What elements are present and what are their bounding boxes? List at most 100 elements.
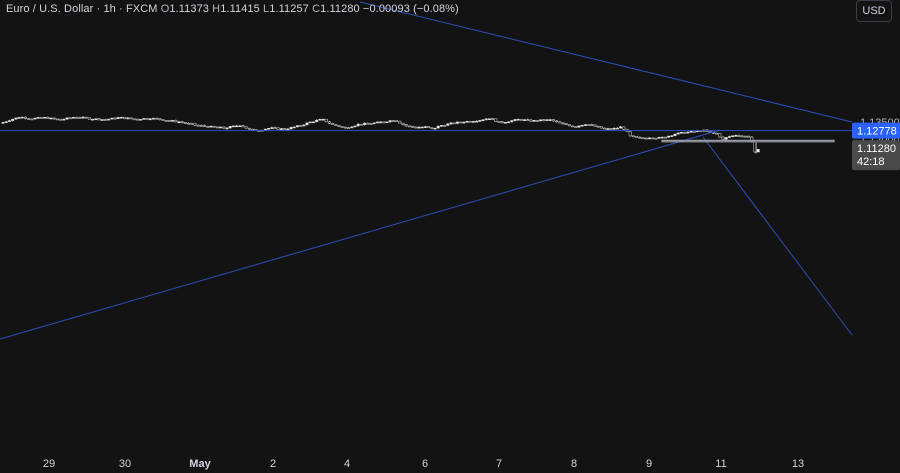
candle-body <box>97 118 101 121</box>
candle <box>251 128 255 131</box>
candle <box>587 124 591 126</box>
candle-body <box>135 118 139 121</box>
candle <box>97 118 101 121</box>
candle-body <box>526 119 530 121</box>
candle <box>455 121 459 125</box>
candle-body <box>116 117 120 120</box>
close-key: C <box>312 3 321 15</box>
candle <box>407 125 411 128</box>
candle <box>324 118 328 123</box>
candle <box>75 116 79 119</box>
candle-body <box>171 120 175 122</box>
candle-body <box>734 135 738 137</box>
candle-body <box>228 126 232 129</box>
candle-body <box>651 137 655 140</box>
candle-body <box>583 124 587 126</box>
candle-body <box>484 118 488 121</box>
candle-body <box>577 125 581 128</box>
candle <box>718 133 722 138</box>
candle <box>670 135 674 137</box>
candle-body <box>139 119 143 121</box>
candle <box>110 117 114 120</box>
candle <box>491 118 495 120</box>
candle <box>567 124 571 127</box>
candle-body <box>78 117 82 119</box>
candle-body <box>683 132 687 134</box>
candle <box>119 116 123 119</box>
candle <box>449 122 453 125</box>
candle <box>183 122 187 124</box>
candle-body <box>263 128 267 131</box>
open-key: O <box>160 3 170 15</box>
candle <box>350 126 354 129</box>
candle-body <box>193 123 197 126</box>
candle-body <box>388 120 392 123</box>
candle <box>683 131 687 134</box>
candle <box>155 117 159 120</box>
candle <box>615 127 619 130</box>
candle-body <box>187 122 191 125</box>
candle-body <box>119 116 123 119</box>
time-tick-label: 11 <box>715 458 726 470</box>
candle-body <box>487 118 491 120</box>
countdown-label: 42:18 <box>857 156 885 168</box>
candle-body <box>715 132 719 135</box>
candle <box>17 116 21 119</box>
candle-body <box>609 128 613 130</box>
candle-body <box>727 136 731 138</box>
candle <box>727 135 731 138</box>
candle <box>366 122 370 125</box>
time-tick-label: 7 <box>496 458 502 470</box>
candle <box>334 124 338 126</box>
candle-body <box>113 117 117 120</box>
candle-body <box>516 119 520 121</box>
candle-body <box>721 136 725 140</box>
candle-body <box>654 137 658 140</box>
candle <box>724 137 728 140</box>
symbol-title[interactable]: Euro / U.S. Dollar · 1h · FXCM <box>6 3 158 15</box>
candle <box>65 117 69 120</box>
symbol-info-bar[interactable]: Euro / U.S. Dollar · 1h · FXCM O1.11373 … <box>6 3 459 15</box>
candle <box>27 118 31 120</box>
candle <box>398 120 402 124</box>
candle-body <box>382 121 386 124</box>
candle <box>123 116 127 120</box>
candle <box>206 125 210 128</box>
candle-body <box>20 116 24 119</box>
candle-body <box>91 118 95 121</box>
candle <box>468 120 472 123</box>
candle-body <box>561 122 565 125</box>
candle <box>686 131 690 134</box>
candle <box>663 136 667 139</box>
candle <box>62 118 66 121</box>
candle <box>107 118 111 121</box>
candle <box>657 136 661 139</box>
candle-body <box>507 121 511 124</box>
candle <box>481 119 485 122</box>
candle-body <box>17 117 21 119</box>
candle-body <box>308 121 312 124</box>
level-price-label: 1.12778 <box>857 126 897 138</box>
candle-body <box>385 121 389 124</box>
candle-body <box>209 125 213 128</box>
candle <box>174 119 178 123</box>
candle-body <box>491 118 495 120</box>
candle-body <box>276 127 280 130</box>
candle-body <box>635 136 639 138</box>
candle <box>39 117 43 119</box>
candle <box>433 127 437 130</box>
candle-body <box>363 122 367 125</box>
candle <box>609 128 613 130</box>
candle-body <box>468 121 472 123</box>
candle-body <box>356 123 360 127</box>
candle <box>49 117 53 120</box>
candle-body <box>667 135 671 138</box>
candle-body <box>359 123 363 126</box>
candle <box>231 125 235 128</box>
candle-body <box>215 126 219 129</box>
candle <box>676 132 680 135</box>
candle <box>132 118 136 121</box>
high-value: 1.11415 <box>220 3 260 15</box>
currency-button[interactable]: USD <box>856 0 892 22</box>
